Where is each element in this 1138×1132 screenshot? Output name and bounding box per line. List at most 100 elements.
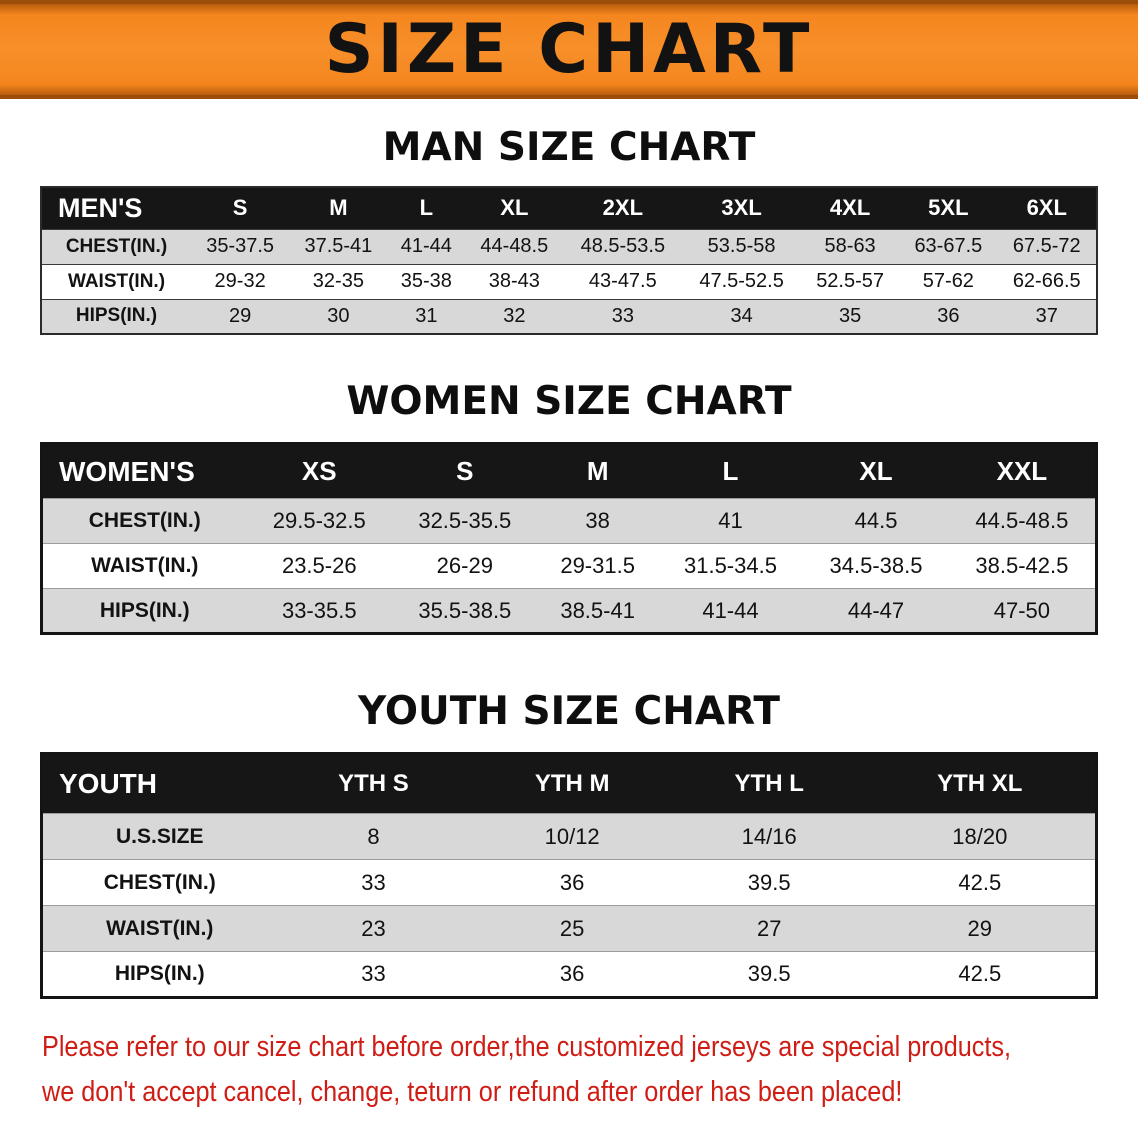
size-column-header: 5XL: [899, 187, 998, 229]
size-value-cell: 29-32: [191, 263, 290, 299]
size-value-cell: 42.5: [864, 859, 1097, 906]
table-row: CHEST(IN.) 33 36 39.5 42.5: [41, 859, 1097, 906]
women-table-body: CHEST(IN.) 29.5-32.5 32.5-35.5 38 41 44.5 44.5…: [41, 498, 1097, 634]
size-column-header: M: [537, 443, 658, 499]
youth-size-table: YOUTH YTH S YTH M YTH L YTH XL U.S.SIZE 8 10/1…: [40, 752, 1098, 999]
row-label: U.S.SIZE: [41, 813, 277, 860]
row-label: HIPS(IN.): [41, 951, 277, 998]
size-value-cell: 33: [276, 859, 471, 906]
size-value-cell: 39.5: [673, 951, 865, 998]
table-row: WAIST(IN.) 23 25 27 29: [41, 905, 1097, 952]
section-title-youth: YOUTH SIZE CHART: [358, 689, 780, 734]
table-group-label: MEN'S: [41, 187, 191, 229]
row-label: WAIST(IN.): [41, 543, 247, 589]
table-row: CHEST(IN.) 29.5-32.5 32.5-35.5 38 41 44.5 44.5…: [41, 498, 1097, 544]
header-row: MEN'S S M L XL 2XL 3XL 4XL 5XL 6XL: [41, 187, 1097, 229]
youth-table-body: U.S.SIZE 8 10/12 14/16 18/20 CHEST(IN.) 33 36 39…: [41, 813, 1097, 998]
size-value-cell: 47.5-52.5: [682, 263, 801, 299]
size-column-header: XL: [465, 187, 564, 229]
header-row: WOMEN'S XS S M L XL XXL: [41, 443, 1097, 499]
size-value-cell: 38: [537, 498, 658, 544]
men-table-header: MEN'S S M L XL 2XL 3XL 4XL 5XL 6XL: [41, 187, 1097, 229]
size-value-cell: 25: [470, 905, 674, 952]
size-value-cell: 31: [387, 298, 466, 334]
size-column-header: YTH XL: [864, 753, 1097, 814]
size-value-cell: 31.5-34.5: [657, 543, 804, 589]
size-value-cell: 33-35.5: [246, 588, 393, 634]
size-value-cell: 44.5: [803, 498, 949, 544]
size-column-header: YTH S: [276, 753, 471, 814]
size-column-header: YTH M: [470, 753, 674, 814]
header-row: YOUTH YTH S YTH M YTH L YTH XL: [41, 753, 1097, 814]
table-row: HIPS(IN.) 33 36 39.5 42.5: [41, 951, 1097, 998]
size-value-cell: 37: [997, 298, 1097, 334]
size-value-cell: 48.5-53.5: [563, 228, 683, 264]
page-title: SIZE CHART: [324, 10, 814, 89]
size-value-cell: 32: [465, 298, 564, 334]
men-table-body: CHEST(IN.) 35-37.5 37.5-41 41-44 44-48.5 48.5…: [41, 228, 1097, 334]
size-value-cell: 29.5-32.5: [246, 498, 393, 544]
section-title-women: WOMEN SIZE CHART: [346, 379, 792, 424]
size-value-cell: 35.5-38.5: [392, 588, 538, 634]
women-size-table: WOMEN'S XS S M L XL XXL CHEST(IN.) 29.5-32.5 32.…: [40, 442, 1098, 635]
row-label: CHEST(IN.): [41, 859, 277, 906]
banner: SIZE CHART: [0, 0, 1138, 99]
size-value-cell: 36: [470, 951, 674, 998]
size-value-cell: 29: [864, 905, 1097, 952]
row-label: HIPS(IN.): [41, 298, 191, 334]
size-value-cell: 43-47.5: [563, 263, 683, 299]
table-group-label: YOUTH: [41, 753, 277, 814]
size-value-cell: 35-38: [387, 263, 466, 299]
row-label: WAIST(IN.): [41, 905, 277, 952]
size-column-header: 2XL: [563, 187, 683, 229]
size-value-cell: 41-44: [387, 228, 466, 264]
footer-line-1: Please refer to our size chart before or…: [42, 1031, 1012, 1063]
size-value-cell: 14/16: [673, 813, 865, 860]
size-value-cell: 63-67.5: [899, 228, 998, 264]
size-column-header: XS: [246, 443, 393, 499]
youth-size-chart-section: YOUTH SIZE CHART YOUTH YTH S YTH M YTH L YTH…: [0, 689, 1138, 999]
table-row: CHEST(IN.) 35-37.5 37.5-41 41-44 44-48.5 48.5…: [41, 228, 1097, 264]
size-value-cell: 35: [800, 298, 900, 334]
men-size-table: MEN'S S M L XL 2XL 3XL 4XL 5XL 6XL CHEST(IN.) 35-3…: [40, 186, 1098, 335]
size-column-header: XXL: [948, 443, 1097, 499]
size-value-cell: 27: [673, 905, 865, 952]
size-value-cell: 41: [657, 498, 804, 544]
size-value-cell: 67.5-72: [997, 228, 1097, 264]
size-value-cell: 39.5: [673, 859, 865, 906]
table-group-label: WOMEN'S: [41, 443, 247, 499]
size-value-cell: 53.5-58: [682, 228, 801, 264]
women-table-header: WOMEN'S XS S M L XL XXL: [41, 443, 1097, 499]
size-value-cell: 36: [899, 298, 998, 334]
footer-line-2: we don't accept cancel, change, teturn o…: [42, 1076, 903, 1108]
size-column-header: XL: [803, 443, 949, 499]
size-value-cell: 57-62: [899, 263, 998, 299]
size-column-header: 4XL: [800, 187, 900, 229]
size-value-cell: 41-44: [657, 588, 804, 634]
size-column-header: L: [387, 187, 466, 229]
size-value-cell: 33: [276, 951, 471, 998]
size-value-cell: 29: [191, 298, 290, 334]
section-title-man: MAN SIZE CHART: [382, 125, 756, 170]
size-value-cell: 44-47: [803, 588, 949, 634]
size-value-cell: 36: [470, 859, 674, 906]
size-column-header: 3XL: [682, 187, 801, 229]
size-value-cell: 38.5-41: [537, 588, 658, 634]
youth-table-header: YOUTH YTH S YTH M YTH L YTH XL: [41, 753, 1097, 814]
size-value-cell: 23.5-26: [246, 543, 393, 589]
size-column-header: L: [657, 443, 804, 499]
size-column-header: 6XL: [997, 187, 1097, 229]
size-value-cell: 58-63: [800, 228, 900, 264]
size-value-cell: 23: [276, 905, 471, 952]
size-value-cell: 38.5-42.5: [948, 543, 1097, 589]
size-value-cell: 10/12: [470, 813, 674, 860]
women-size-chart-section: WOMEN SIZE CHART WOMEN'S XS S M L XL XXL CHEST…: [0, 379, 1138, 635]
size-value-cell: 35-37.5: [191, 228, 290, 264]
size-value-cell: 44.5-48.5: [948, 498, 1097, 544]
row-label: HIPS(IN.): [41, 588, 247, 634]
size-value-cell: 34: [682, 298, 801, 334]
size-value-cell: 32.5-35.5: [392, 498, 538, 544]
row-label: CHEST(IN.): [41, 498, 247, 544]
size-value-cell: 26-29: [392, 543, 538, 589]
